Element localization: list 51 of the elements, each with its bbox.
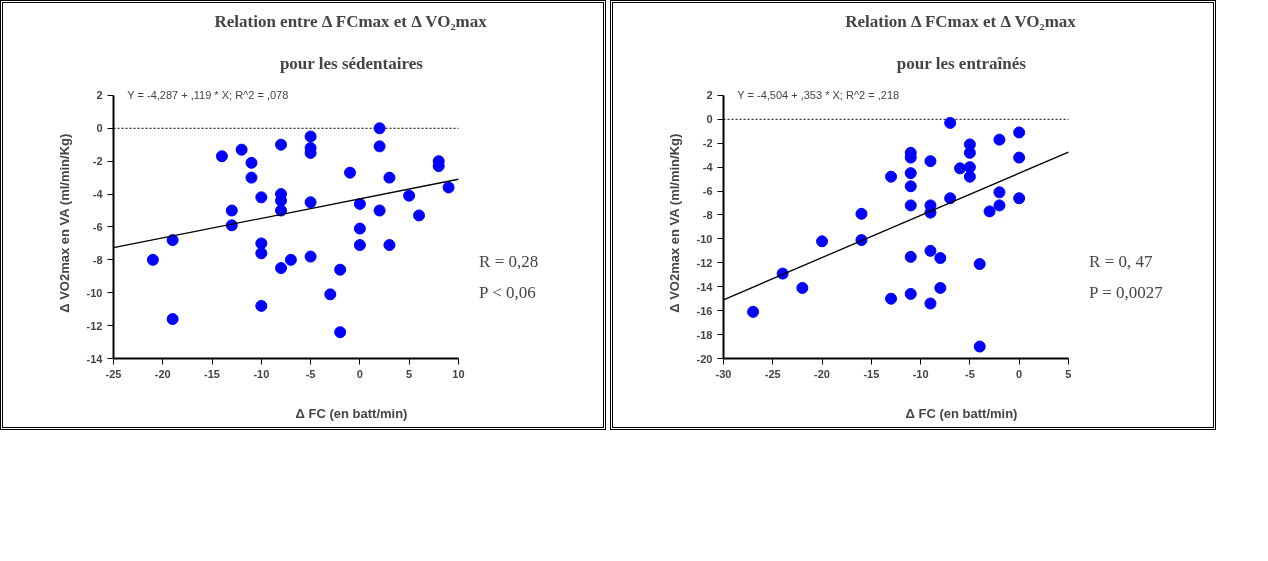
x-tick-label: -15 (204, 367, 221, 380)
x-tick-label: 10 (452, 367, 465, 380)
x-tick-label: -10 (253, 367, 270, 380)
x-tick-label: -10 (912, 367, 929, 380)
y-tick-label: -14 (696, 280, 714, 293)
x-tick-label: -20 (154, 367, 171, 380)
y-tick-label: 0 (96, 122, 103, 135)
y-tick-label: -4 (702, 161, 714, 174)
x-tick-label: 0 (356, 367, 363, 380)
y-tick-label: -2 (702, 137, 713, 150)
x-tick-label: -5 (964, 367, 975, 380)
y-tick-label: -12 (86, 319, 103, 332)
annotation: Y = -4,504 + ,353 * X; R^2 = ,218 (737, 89, 900, 102)
chart-title: Relation Δ FCmax et Δ VO₂max (845, 11, 1077, 31)
y-tick-label: -10 (696, 232, 713, 245)
y-tick-label: -6 (702, 185, 713, 198)
x-tick-label: 5 (406, 367, 413, 380)
y-tick-label: 2 (706, 89, 713, 102)
x-axis-title: Δ FC (en batt/min) (295, 405, 408, 421)
annotation: Y = -4,287 + ,119 * X; R^2 = ,078 (127, 89, 289, 102)
y-axis-title: Δ VO2max en VA (ml/min/Kg) (666, 133, 682, 313)
x-tick-label: 5 (1065, 367, 1072, 380)
y-tick-label: -6 (92, 220, 103, 233)
chart-title: Relation entre Δ FCmax et Δ VO₂max (214, 11, 488, 31)
x-tick-label: -30 (715, 367, 732, 380)
y-tick-label: -8 (702, 208, 713, 221)
x-tick-label: -20 (814, 367, 831, 380)
y-tick-label: 0 (706, 113, 713, 126)
y-tick-label: 2 (96, 89, 103, 102)
y-tick-label: -16 (696, 304, 713, 317)
text: P = 0,0027 (1089, 283, 1164, 303)
chart-subtitle: pour les entraînés (896, 53, 1027, 73)
y-tick-label: -10 (86, 286, 103, 299)
y-tick-label: -2 (92, 155, 103, 168)
x-tick-label: -25 (764, 367, 781, 380)
y-tick-label: -12 (696, 256, 713, 269)
x-tick-label: -5 (305, 367, 316, 380)
y-axis-title: Δ VO2max en VA (ml/min/Kg) (56, 133, 72, 313)
y-tick-label: -8 (92, 253, 103, 266)
y-tick-label: -4 (92, 188, 104, 201)
text: R = 0,28 (479, 251, 539, 271)
x-tick-label: -15 (863, 367, 880, 380)
y-tick-label: -14 (86, 352, 104, 365)
y-tick-label: -20 (696, 352, 713, 365)
text: P < 0,06 (479, 283, 536, 303)
chart-subtitle: pour les sédentaires (279, 53, 424, 73)
x-axis-title: Δ FC (en batt/min) (905, 405, 1018, 421)
text: R = 0, 47 (1089, 251, 1154, 271)
x-tick-label: -25 (105, 367, 122, 380)
x-tick-label: 0 (1016, 367, 1023, 380)
y-tick-label: -18 (696, 328, 713, 341)
